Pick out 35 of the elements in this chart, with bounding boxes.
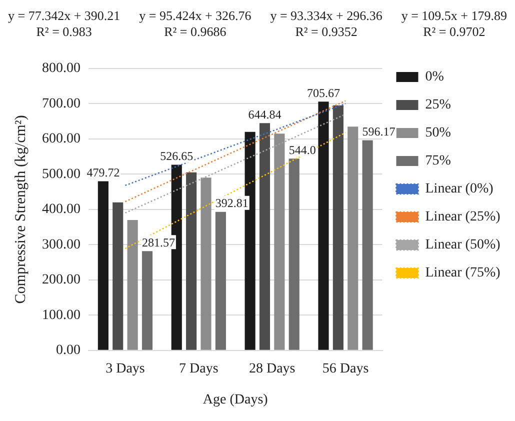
text: y = 109.5x + 179.89 R² = 0.9702 [401,8,507,41]
y-tick-label: 0.00 [56,343,80,358]
legend-label: Linear (50%) [425,238,501,253]
data-label: 544.0 [288,142,316,157]
x-tick-label: 56 Days [322,361,369,376]
legend-label: 0% [425,70,444,85]
y-axis-title: Compressive Strength (kg/cm²) [12,115,29,304]
data-label: 281.57 [142,235,175,250]
x-tick-label: 28 Days [248,361,296,376]
legend-label: 75% [425,154,452,169]
data-label: 479.72 [86,165,120,180]
x-tick-label: 3 Days [106,361,145,376]
legend-label: Linear (75%) [425,266,501,281]
y-tick-label: 300.00 [42,237,80,252]
y-tick-label: 800.00 [42,61,80,76]
legend-label: Linear (0%) [425,182,494,197]
y-tick-label: 400.00 [42,202,80,218]
legend-label: Linear (25%) [425,210,501,225]
y-tick-label: 600.00 [42,132,80,147]
text: y = 95.424x + 326.76 R² = 0.9686 [139,8,252,41]
text: y = 93.334x + 296.36 R² = 0.9352 [270,8,382,41]
y-tick-label: 100.00 [42,308,80,323]
data-label: 644.84 [248,107,282,122]
legend-label: 50% [425,126,452,141]
x-tick-label: 7 Days [179,361,218,376]
data-label: 705.67 [307,86,340,100]
legend-label: 25% [425,98,452,113]
y-tick-label: 700.00 [42,96,80,112]
text: y = 77.342x + 390.21 R² = 0.983 [8,8,120,41]
x-axis-title: Age (Days) [202,392,268,408]
y-tick-label: 200.00 [42,272,80,288]
y-tick-label: 500.00 [42,166,80,182]
data-label: 392.81 [215,196,248,210]
data-label: 596.17 [362,124,396,138]
data-label: 526.65 [160,148,194,163]
